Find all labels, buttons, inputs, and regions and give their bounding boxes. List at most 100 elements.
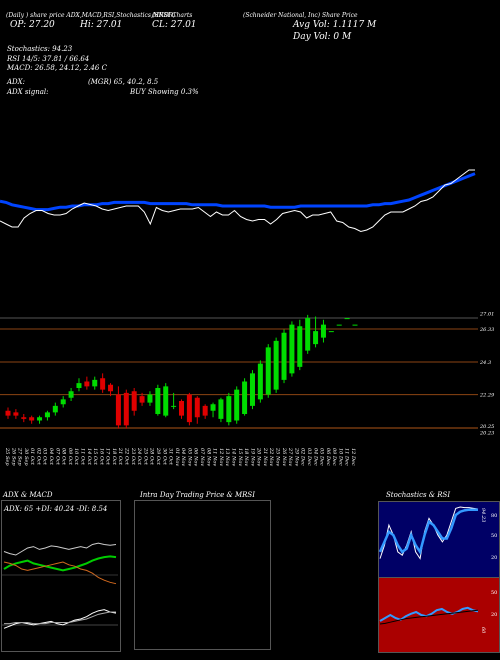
candle-body [163,386,169,416]
candle-body [68,391,74,398]
date-label: 14 Oct [86,448,92,466]
date-label: 29 Nov [293,447,299,466]
level-label: 20.23 [479,431,494,437]
date-label: 29 Oct [155,447,161,466]
intraday-panel [134,500,271,650]
stoch-panel-title: Stochastics & RSI [386,491,451,499]
candle-body [115,394,121,426]
date-label: 09 Oct [67,448,73,466]
date-label: 15 Nov [237,448,243,466]
macd-line [3,609,117,629]
candle-body [108,384,114,392]
candle-body [131,391,137,411]
stoch-panel [378,501,500,578]
stoch-level-20: 20 [491,555,498,561]
candle-body [218,399,224,419]
date-label: 17 Oct [105,448,111,466]
header-line2: (Daily ) share price ADX,MACD,RSI,Stocha… [6,12,193,19]
header-line1: (Schneider National, Inc) Share Price [243,12,358,19]
date-label: 13 Nov [224,448,230,466]
candle-body [52,405,58,413]
candle-body [84,381,90,387]
candle-body [147,394,153,403]
avg-volume: Avg Vol: 1.1117 M [293,20,377,30]
candle-body [37,417,43,421]
date-label: 26 Nov [281,447,287,466]
candle-body [305,318,311,351]
macd-value: MACD: 26.58, 24.12, 2.46 C [7,64,107,72]
date-label: 07 Oct [54,448,60,466]
date-label: 27 Nov [287,447,293,466]
level-label: 27.01 [479,311,494,317]
candle-body [21,417,27,419]
candle-body [92,379,98,387]
date-label: 11 Nov [212,448,218,466]
header-ticker: (SNDR) [152,12,176,19]
candle-body [320,324,326,338]
level-label: 24.3 [479,360,491,366]
stochastics-value: Stochastics: 94.23 [7,45,73,53]
mrsi-value-label: 60 [480,627,486,634]
date-label: 21 Oct [117,447,123,466]
candle-body [76,383,82,388]
date-label: 02 Dec [300,448,306,466]
date-label: 03 Dec [306,448,312,466]
date-label: 15 Oct [92,448,98,466]
adx-panel [1,500,121,652]
candle-body [313,331,319,345]
candle-body [155,388,161,414]
level-label: 22.29 [479,393,495,399]
adx-signal: ADX signal: [7,88,49,96]
date-label: 16 Oct [98,448,104,466]
date-label: 05 Dec [319,448,325,466]
date-label: 20 Nov [256,447,262,466]
date-label: 08 Nov [205,448,211,466]
candle-body [336,324,342,326]
stoch-value-label: 94.23 [480,508,486,522]
date-label: 04 Nov [180,448,186,466]
candle-body [29,417,35,421]
date-label: 03 Oct [42,448,48,466]
date-label: 24 Oct [136,447,142,466]
level-label: 26.33 [479,327,494,333]
date-label: 22 Oct [124,447,130,466]
candle-body [123,392,129,426]
date-label: 08 Oct [61,448,67,466]
plus-di-line [3,555,117,572]
candle-body [234,389,240,421]
price-series-line [0,169,475,233]
candle-body [202,405,208,416]
date-label: 12 Dec [350,448,356,466]
rsi-line [378,508,478,555]
date-label: 23 Oct [130,447,136,466]
mrsi-value: (MGR) 65, 40.2, 8.5 [88,78,159,86]
date-label: 07 Nov [199,448,205,466]
adx-panel-title: ADX & MACD [3,491,53,499]
mrsi-level-20: 20 [491,612,498,618]
mrsi-level-50: 50 [491,590,498,596]
date-label: 09 Dec [331,448,337,466]
date-label: 01 Oct [29,448,35,466]
candle-body [249,373,255,406]
date-label: 18 Nov [243,448,249,466]
candle-body [44,412,50,418]
candle-body [257,363,263,400]
stoch-level-80: 80 [491,513,498,519]
candle-body [210,404,216,411]
date-label: 25 Nov [275,447,281,466]
date-label: 26 Sep [10,447,16,466]
date-label: 10 Dec [337,448,343,466]
date-label: 04 Oct [48,448,54,466]
date-label: 06 Dec [325,448,331,466]
candle-body [289,324,295,374]
candle-body [352,324,358,326]
date-label: 01 Nov [174,448,180,466]
date-label: 19 Nov [249,448,255,466]
candle-body [242,381,248,414]
candle-body [171,405,177,407]
candle-body [226,396,232,423]
candle-body [100,378,106,390]
date-label: 30 Oct [161,448,167,466]
adx-value: ADX: [7,78,26,86]
